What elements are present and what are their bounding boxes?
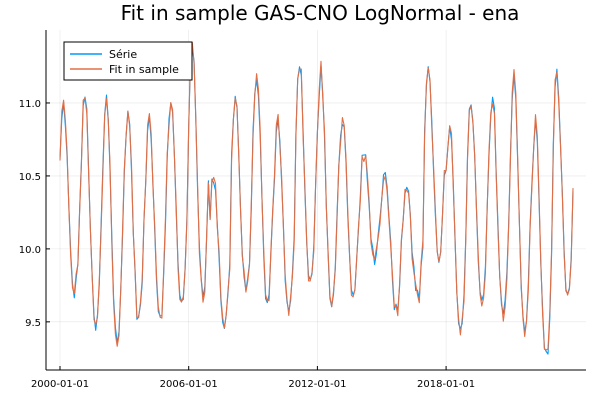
legend-label-serie: Série bbox=[109, 48, 137, 61]
legend: Série Fit in sample bbox=[64, 42, 192, 80]
x-tick-label: 2012-01-01 bbox=[288, 379, 346, 390]
y-tick-label: 10.5 bbox=[19, 172, 41, 183]
x-tick-label: 2000-01-01 bbox=[31, 379, 89, 390]
x-tick-label: 2018-01-01 bbox=[417, 379, 475, 390]
y-tick-label: 9.5 bbox=[25, 318, 41, 329]
y-tick-label: 10.0 bbox=[19, 245, 41, 256]
legend-label-fit: Fit in sample bbox=[109, 63, 179, 76]
x-tick-label: 2006-01-01 bbox=[160, 379, 218, 390]
y-tick-label: 11.0 bbox=[19, 99, 41, 110]
chart-title: Fit in sample GAS-CNO LogNormal - ena bbox=[121, 1, 520, 25]
